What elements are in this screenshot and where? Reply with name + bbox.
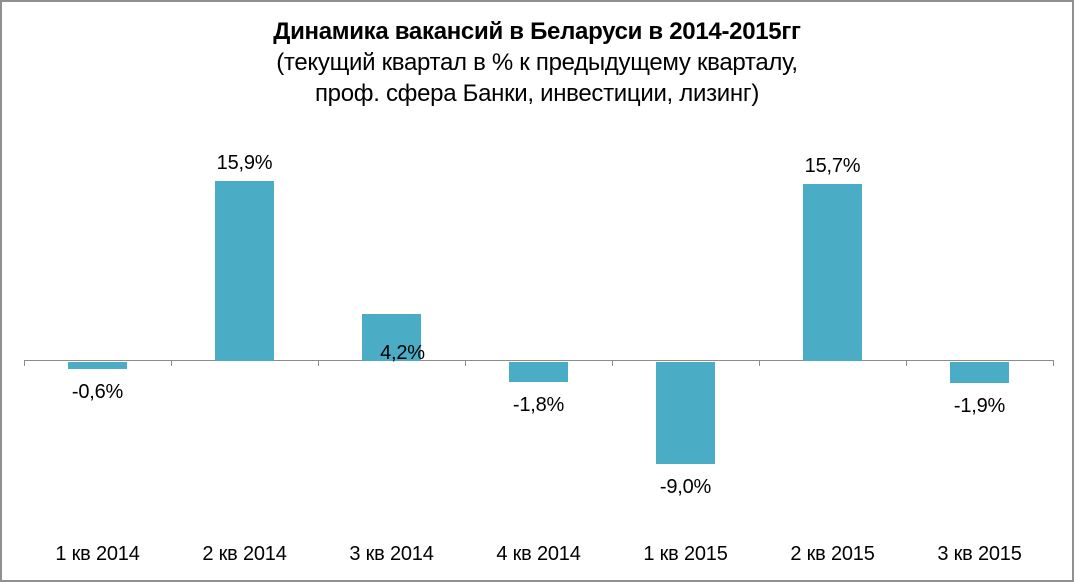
axis-tick	[906, 361, 907, 366]
bar-value-label: -9,0%	[659, 476, 712, 498]
x-axis-line	[24, 360, 1054, 361]
axis-tick	[1053, 361, 1054, 366]
axis-tick	[171, 361, 172, 366]
bar	[803, 184, 862, 361]
bar-value-label: 15,7%	[804, 155, 861, 177]
axis-tick	[24, 361, 25, 366]
x-axis-label: 3 кв 2014	[349, 543, 434, 565]
bar	[950, 362, 1009, 383]
axis-tick	[318, 361, 319, 366]
chart-title: Динамика вакансий в Беларуси в 2014-2015…	[273, 18, 801, 45]
bar	[68, 362, 127, 369]
bar-value-label: -1,9%	[953, 395, 1006, 417]
x-axis-label: 1 кв 2015	[643, 543, 728, 565]
chart-subtitle-line-1: (текущий квартал в % к предыдущему кварт…	[276, 49, 798, 76]
x-axis-label: 2 кв 2015	[790, 543, 875, 565]
x-axis-label: 4 кв 2014	[496, 543, 581, 565]
chart-title-block: Динамика вакансий в Беларуси в 2014-2015…	[2, 16, 1072, 109]
axis-tick	[612, 361, 613, 366]
bar	[656, 362, 715, 464]
axis-tick	[465, 361, 466, 366]
chart-subtitle-line-2: проф. сфера Банки, инвестиции, лизинг)	[314, 80, 760, 107]
x-axis-label: 3 кв 2015	[937, 543, 1022, 565]
bar-value-label: 15,9%	[216, 152, 273, 174]
bar	[215, 181, 274, 361]
x-axis-label: 1 кв 2014	[55, 543, 140, 565]
bar-value-label: -1,8%	[512, 394, 565, 416]
bar	[509, 362, 568, 382]
axis-tick	[759, 361, 760, 366]
bar-value-label: 4,2%	[380, 342, 425, 364]
bar-value-label: -0,6%	[71, 381, 124, 403]
bar	[362, 314, 421, 361]
x-axis-label: 2 кв 2014	[202, 543, 287, 565]
